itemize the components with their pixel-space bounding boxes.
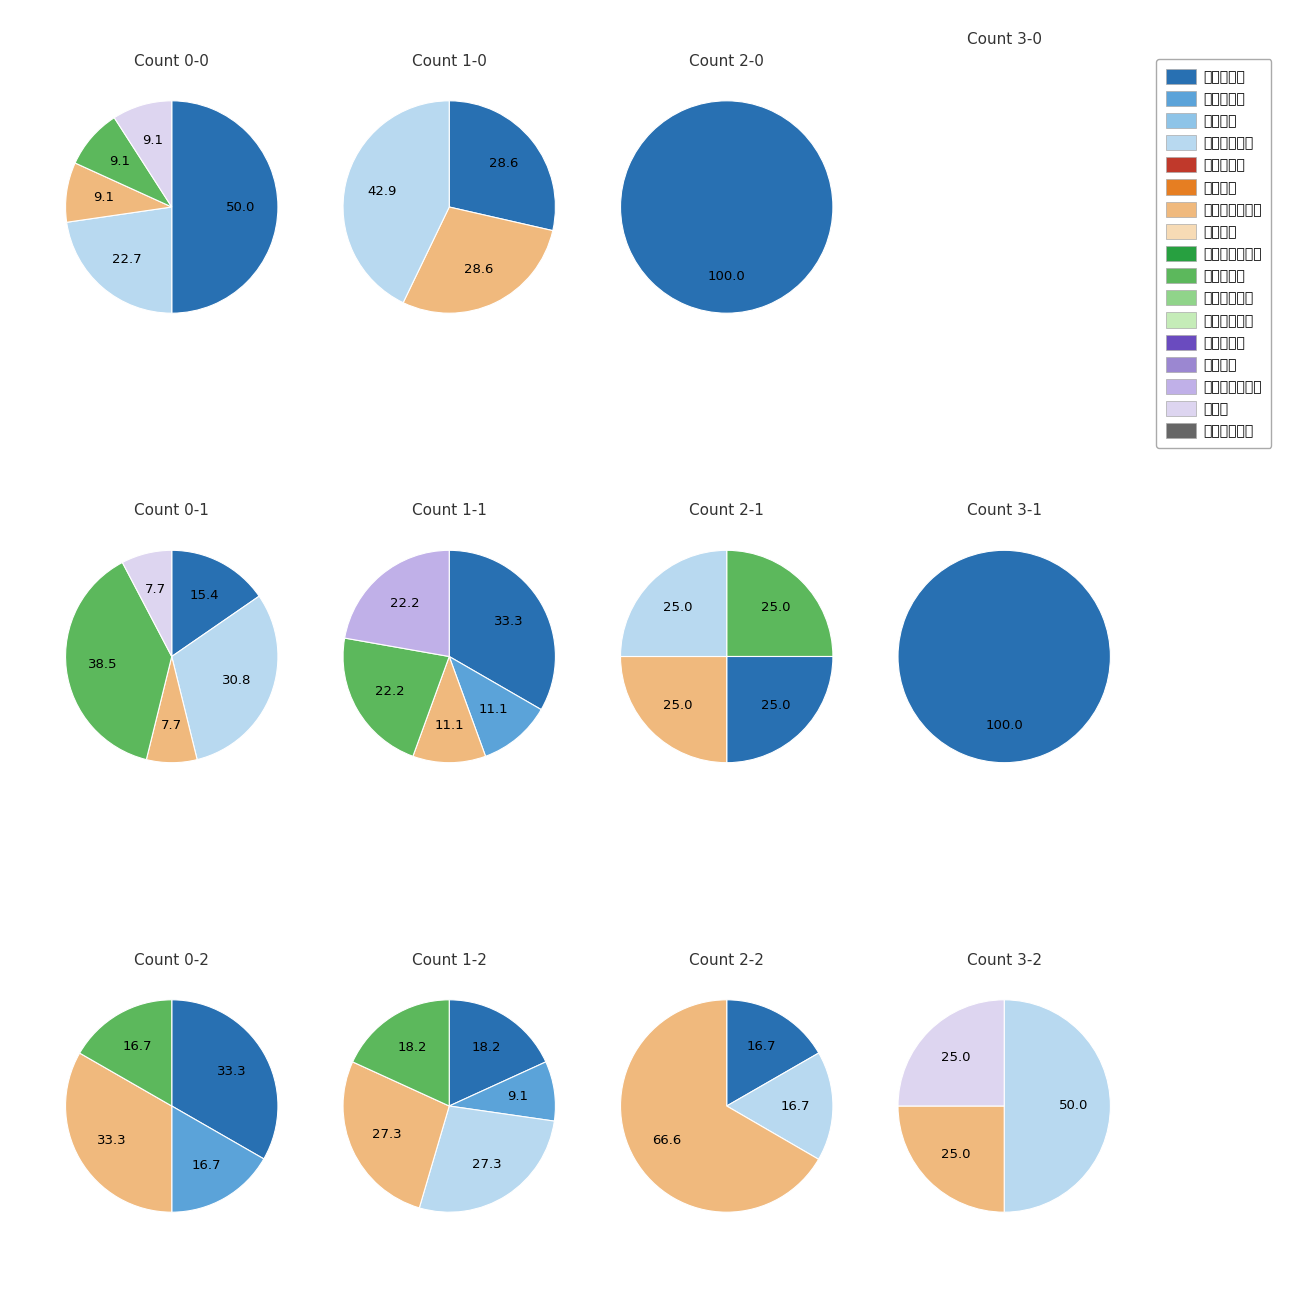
Text: 22.2: 22.2: [390, 597, 420, 610]
Wedge shape: [413, 656, 486, 763]
Wedge shape: [727, 656, 833, 763]
Text: 25.0: 25.0: [941, 1050, 970, 1063]
Wedge shape: [65, 162, 172, 222]
Wedge shape: [172, 1000, 278, 1158]
Title: Count 0-1: Count 0-1: [134, 503, 209, 519]
Text: 28.6: 28.6: [489, 157, 517, 170]
Title: Count 1-2: Count 1-2: [412, 953, 486, 968]
Wedge shape: [450, 1000, 546, 1106]
Title: Count 2-1: Count 2-1: [689, 503, 764, 519]
Text: 7.7: 7.7: [144, 582, 166, 595]
Text: 50.0: 50.0: [226, 200, 256, 213]
Text: 27.3: 27.3: [472, 1157, 502, 1170]
Text: 16.7: 16.7: [746, 1040, 776, 1053]
Text: 9.1: 9.1: [507, 1089, 528, 1102]
Wedge shape: [620, 1000, 819, 1212]
Wedge shape: [620, 101, 833, 313]
Text: 16.7: 16.7: [191, 1160, 221, 1173]
Text: 18.2: 18.2: [472, 1041, 502, 1054]
Text: 33.3: 33.3: [217, 1065, 246, 1078]
Text: 50.0: 50.0: [1058, 1100, 1088, 1113]
Text: 33.3: 33.3: [98, 1134, 127, 1147]
Title: Count 3-1: Count 3-1: [967, 503, 1041, 519]
Text: 7.7: 7.7: [161, 719, 182, 732]
Text: 18.2: 18.2: [398, 1041, 426, 1054]
Text: 15.4: 15.4: [188, 589, 218, 602]
Wedge shape: [147, 656, 198, 763]
Title: Count 3-2: Count 3-2: [967, 953, 1041, 968]
Text: 30.8: 30.8: [221, 675, 251, 688]
Wedge shape: [344, 550, 450, 656]
Wedge shape: [343, 638, 450, 757]
Text: 22.2: 22.2: [374, 685, 404, 698]
Title: Count 2-2: Count 2-2: [689, 953, 764, 968]
Wedge shape: [727, 1053, 833, 1160]
Text: 28.6: 28.6: [464, 263, 494, 276]
Text: 25.0: 25.0: [663, 601, 693, 614]
Text: 38.5: 38.5: [88, 658, 118, 671]
Wedge shape: [727, 550, 833, 656]
Text: 25.0: 25.0: [760, 601, 790, 614]
Text: 27.3: 27.3: [372, 1128, 402, 1141]
Text: 25.0: 25.0: [941, 1148, 970, 1161]
Wedge shape: [727, 1000, 819, 1106]
Title: Count 0-0: Count 0-0: [134, 53, 209, 69]
Wedge shape: [66, 207, 172, 313]
Text: 9.1: 9.1: [92, 191, 114, 204]
Text: 25.0: 25.0: [663, 699, 693, 712]
Wedge shape: [450, 550, 555, 710]
Title: Count 3-0: Count 3-0: [967, 31, 1041, 47]
Wedge shape: [403, 207, 552, 313]
Wedge shape: [898, 550, 1110, 763]
Wedge shape: [65, 1053, 172, 1212]
Wedge shape: [172, 1106, 264, 1212]
Wedge shape: [898, 1000, 1004, 1106]
Text: 9.1: 9.1: [142, 134, 162, 147]
Text: 100.0: 100.0: [985, 719, 1023, 732]
Text: 22.7: 22.7: [112, 252, 142, 265]
Wedge shape: [1004, 1000, 1110, 1212]
Text: 25.0: 25.0: [760, 699, 790, 712]
Wedge shape: [75, 118, 172, 207]
Wedge shape: [450, 1062, 555, 1121]
Wedge shape: [898, 1106, 1004, 1212]
Text: 9.1: 9.1: [109, 155, 130, 168]
Wedge shape: [172, 597, 278, 759]
Wedge shape: [65, 563, 172, 759]
Wedge shape: [343, 101, 450, 303]
Title: Count 0-2: Count 0-2: [134, 953, 209, 968]
Wedge shape: [620, 656, 727, 763]
Text: 42.9: 42.9: [367, 185, 396, 198]
Title: Count 1-1: Count 1-1: [412, 503, 486, 519]
Legend: ストレート, ツーシーム, シュート, カットボール, スプリット, フォーク, チェンジアップ, シンカー, 高速スライダー, スライダー, 縦スライダー, : ストレート, ツーシーム, シュート, カットボール, スプリット, フォーク,…: [1156, 58, 1271, 448]
Wedge shape: [172, 550, 259, 656]
Text: 11.1: 11.1: [434, 719, 464, 732]
Text: 66.6: 66.6: [653, 1134, 681, 1147]
Wedge shape: [450, 656, 541, 757]
Wedge shape: [420, 1106, 554, 1212]
Wedge shape: [172, 101, 278, 313]
Wedge shape: [343, 1062, 450, 1208]
Wedge shape: [114, 101, 172, 207]
Title: Count 1-0: Count 1-0: [412, 53, 486, 69]
Wedge shape: [352, 1000, 450, 1106]
Text: 33.3: 33.3: [494, 615, 524, 628]
Wedge shape: [79, 1000, 172, 1106]
Wedge shape: [620, 550, 727, 656]
Text: 16.7: 16.7: [781, 1100, 810, 1113]
Wedge shape: [450, 101, 555, 230]
Wedge shape: [122, 550, 172, 656]
Text: 11.1: 11.1: [478, 703, 508, 716]
Title: Count 2-0: Count 2-0: [689, 53, 764, 69]
Text: 16.7: 16.7: [122, 1040, 152, 1053]
Text: 100.0: 100.0: [707, 269, 746, 282]
